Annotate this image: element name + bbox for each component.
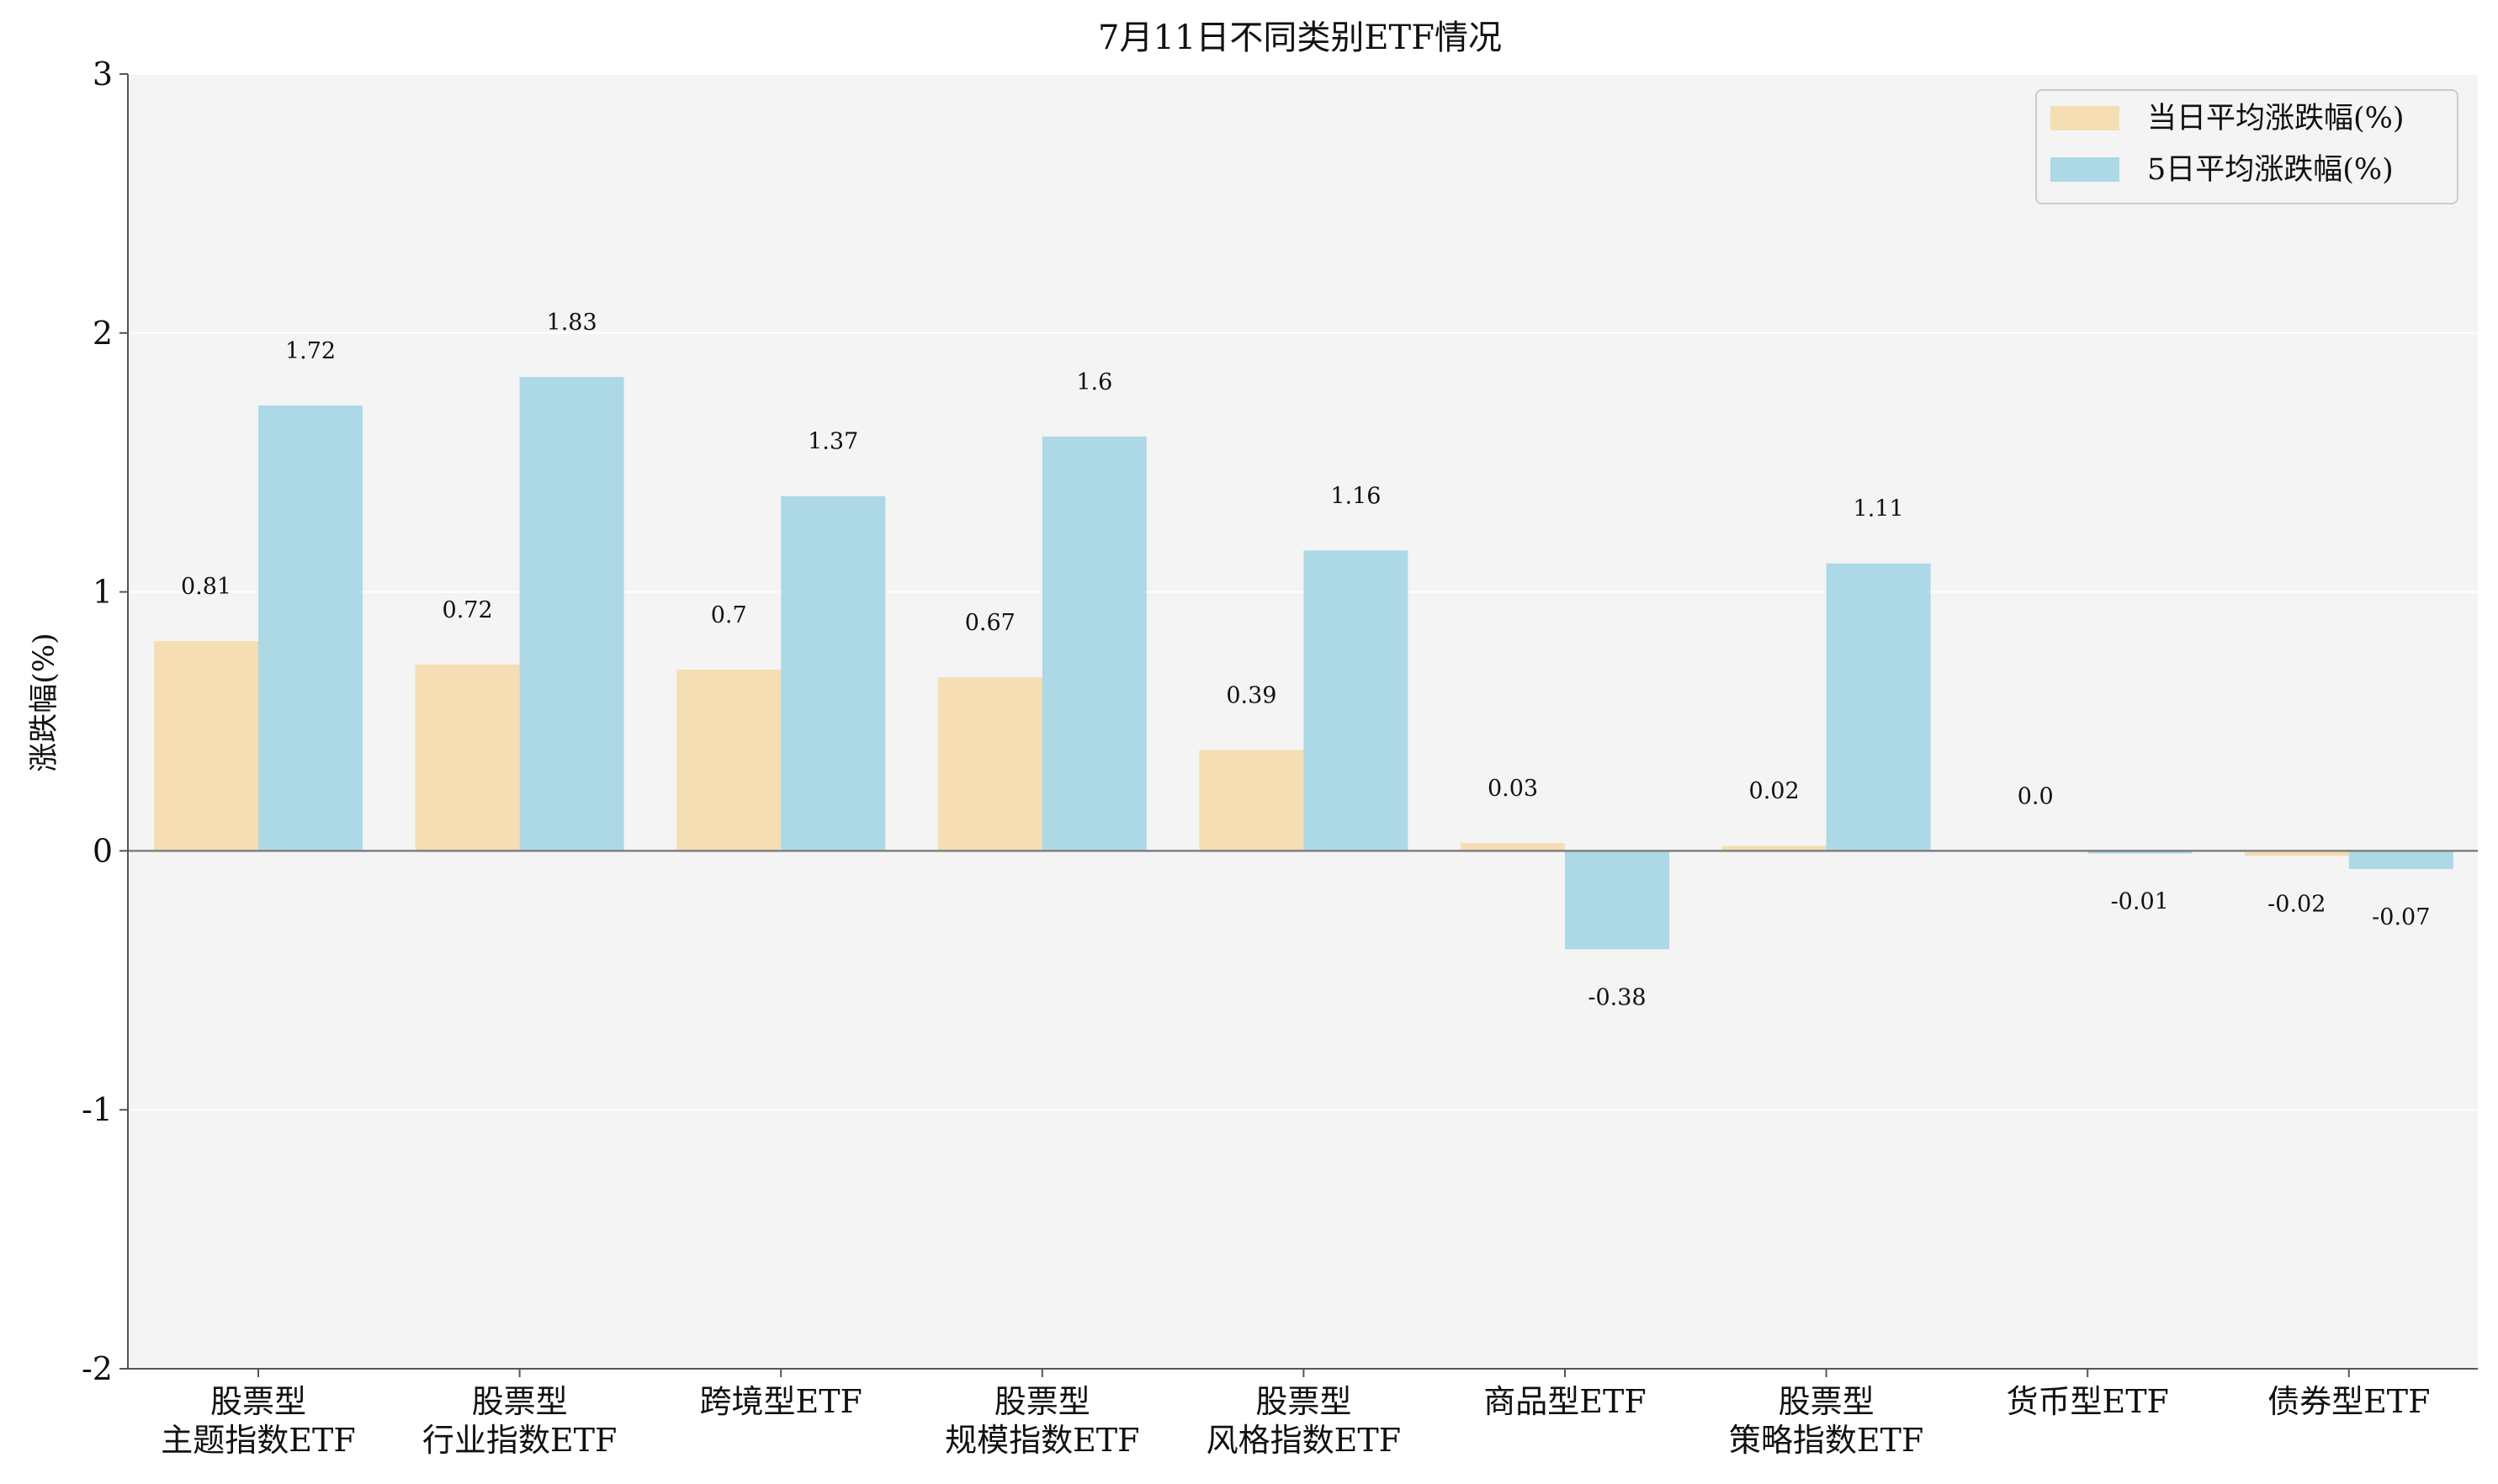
bar bbox=[258, 405, 363, 851]
bar bbox=[1042, 436, 1147, 851]
y-tick-label: 3 bbox=[93, 56, 113, 93]
data-label: -0.07 bbox=[2372, 904, 2430, 930]
bar bbox=[1721, 845, 1827, 851]
data-label: 0.03 bbox=[1488, 776, 1538, 802]
x-tick-label: 债券型ETF bbox=[2267, 1383, 2430, 1420]
y-tick-label: -2 bbox=[82, 1350, 113, 1387]
data-label: 0.72 bbox=[443, 597, 493, 623]
x-tick-label-line: 货币型ETF bbox=[2006, 1383, 2168, 1420]
x-tick-label-line: 行业指数ETF bbox=[422, 1422, 617, 1459]
x-tick-label-line: 规模指数ETF bbox=[945, 1422, 1139, 1459]
bar bbox=[676, 669, 782, 851]
bar bbox=[1303, 550, 1408, 851]
bar bbox=[1199, 750, 1304, 851]
bar bbox=[519, 377, 624, 851]
bar bbox=[2244, 851, 2349, 856]
x-tick-label: 货币型ETF bbox=[2006, 1383, 2168, 1420]
bar bbox=[415, 664, 520, 851]
legend-swatch bbox=[2050, 106, 2119, 130]
bar bbox=[1461, 843, 1565, 851]
x-tick-label: 股票型风格指数ETF bbox=[1207, 1383, 1401, 1459]
bar bbox=[781, 496, 886, 851]
legend-swatch bbox=[2050, 157, 2119, 182]
data-label: -0.38 bbox=[1588, 984, 1646, 1010]
bar bbox=[1565, 851, 1669, 950]
bar bbox=[2087, 851, 2193, 854]
y-axis-label: 涨跌幅(%) bbox=[28, 633, 61, 772]
bar bbox=[1826, 563, 1931, 851]
x-tick-label-line: 风格指数ETF bbox=[1207, 1422, 1401, 1459]
x-tick-label: 股票型行业指数ETF bbox=[422, 1383, 617, 1459]
x-tick-label: 股票型主题指数ETF bbox=[161, 1383, 355, 1459]
y-tick-label: 1 bbox=[93, 574, 113, 611]
data-label: 1.11 bbox=[1854, 496, 1904, 522]
y-tick-label: 2 bbox=[93, 315, 113, 352]
data-label: 0.02 bbox=[1749, 778, 1800, 804]
x-tick-label-line: 股票型 bbox=[472, 1383, 568, 1420]
data-label: 1.6 bbox=[1076, 369, 1112, 395]
x-tick-label: 股票型策略指数ETF bbox=[1729, 1383, 1923, 1459]
bars bbox=[154, 377, 2453, 950]
legend-label: 当日平均涨跌幅(%) bbox=[2147, 102, 2405, 135]
x-tick-label-line: 策略指数ETF bbox=[1729, 1422, 1923, 1459]
x-tick-label-line: 债券型ETF bbox=[2267, 1383, 2430, 1420]
x-tick-label-line: 股票型 bbox=[1255, 1383, 1351, 1420]
x-tick-label-line: 股票型 bbox=[994, 1383, 1090, 1420]
x-tick-label-line: 主题指数ETF bbox=[161, 1422, 355, 1459]
y-tick-label: -1 bbox=[82, 1091, 113, 1128]
data-label: 0.0 bbox=[2018, 783, 2054, 809]
x-tick-label: 商品型ETF bbox=[1483, 1383, 1646, 1420]
x-tick-label-line: 股票型 bbox=[1779, 1383, 1875, 1420]
data-label: -0.02 bbox=[2267, 892, 2326, 918]
bar bbox=[937, 677, 1042, 851]
bar bbox=[2348, 851, 2453, 869]
data-label: 1.16 bbox=[1330, 483, 1381, 509]
x-tick-label-line: 跨境型ETF bbox=[699, 1383, 862, 1420]
x-tick-label-line: 商品型ETF bbox=[1483, 1383, 1646, 1420]
x-tick-label: 股票型规模指数ETF bbox=[945, 1383, 1139, 1459]
x-tick-label: 跨境型ETF bbox=[699, 1383, 862, 1420]
data-label: 1.72 bbox=[285, 338, 336, 364]
data-label: 1.83 bbox=[547, 310, 597, 336]
legend-box bbox=[2035, 89, 2458, 204]
legend: 当日平均涨跌幅(%) 5日平均涨跌幅(%) bbox=[2035, 89, 2458, 204]
data-label: 1.37 bbox=[808, 429, 858, 455]
data-label: -0.01 bbox=[2111, 888, 2169, 914]
data-labels: 0.81 0.72 0.7 0.67 0.39 0.03 0.02 0.0 -0.02 1.72 1… bbox=[181, 310, 2430, 1010]
data-label: 0.39 bbox=[1226, 682, 1276, 708]
data-label: 0.81 bbox=[181, 574, 231, 600]
chart-title: 7月11日不同类别ETF情况 bbox=[1098, 19, 1502, 57]
y-tick-label: 0 bbox=[93, 832, 113, 869]
data-label: 0.7 bbox=[711, 602, 747, 628]
x-tick-label-line: 股票型 bbox=[210, 1383, 306, 1420]
data-label: 0.67 bbox=[965, 610, 1016, 636]
legend-label: 5日平均涨跌幅(%) bbox=[2147, 153, 2394, 187]
bar bbox=[154, 641, 258, 851]
